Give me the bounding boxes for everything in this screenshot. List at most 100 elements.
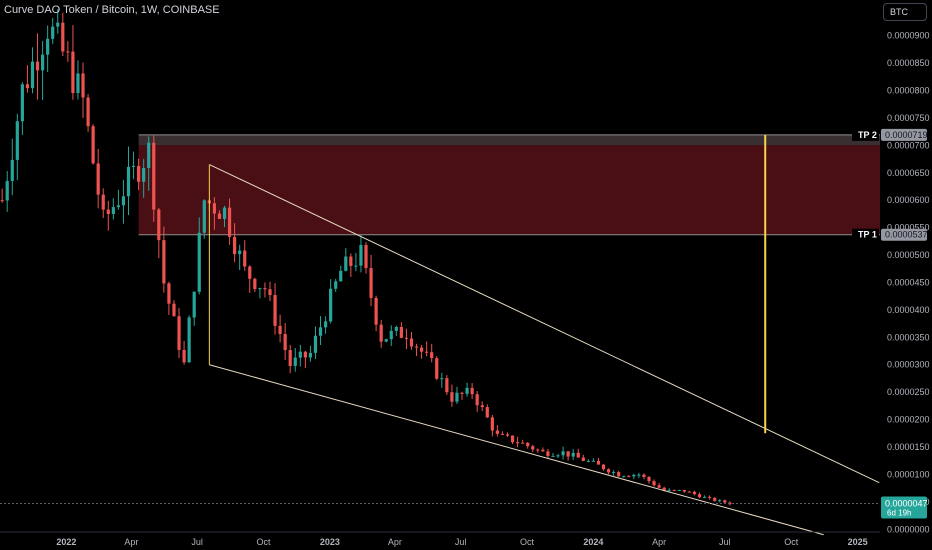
candle-body: [177, 316, 181, 350]
candle-body: [20, 84, 24, 122]
time-tick-label: 2022: [56, 537, 76, 547]
candle-body: [657, 485, 661, 488]
candle-body: [551, 455, 555, 457]
candle-body: [157, 209, 161, 241]
candle-body: [273, 295, 277, 326]
candle-body: [480, 405, 484, 408]
candle-body: [576, 452, 580, 458]
candle-body: [308, 352, 313, 358]
candle-body: [66, 51, 70, 53]
candles: [0, 9, 732, 506]
countdown-text: 6d 19h: [887, 508, 911, 517]
price-tick-label: 0.0000500: [887, 250, 930, 260]
tp1-label-bg: [852, 228, 879, 241]
candle-body: [323, 321, 328, 328]
candle-body: [718, 500, 722, 502]
candle-body: [566, 451, 570, 457]
current-price-tag: [881, 496, 927, 519]
candle-body: [192, 291, 196, 318]
candle-body: [96, 163, 100, 195]
candle-body: [536, 449, 540, 451]
candle-body: [56, 22, 60, 27]
candle-body: [495, 430, 499, 434]
candle-body: [313, 335, 318, 353]
candle-body: [637, 474, 641, 476]
time-tick-label: 2023: [320, 537, 340, 547]
price-tick-label: 0.0000650: [887, 168, 930, 178]
candle-body: [425, 351, 429, 353]
candle-body: [713, 497, 717, 501]
lower-trendline: [209, 364, 824, 536]
currency-button[interactable]: BTC: [883, 3, 927, 21]
candle-body: [222, 207, 227, 219]
candle-body: [101, 194, 105, 210]
candle-body: [152, 142, 156, 210]
candle-body: [516, 442, 520, 444]
candle-body: [212, 203, 217, 214]
candle-body: [379, 324, 383, 342]
candle-body: [0, 200, 4, 202]
candle-body: [182, 349, 186, 363]
candle-body: [86, 97, 90, 127]
price-tick-label: 0.0000000: [887, 524, 930, 534]
time-tick-label: Apr: [388, 537, 402, 547]
candle-body: [238, 250, 242, 255]
candle-body: [521, 442, 525, 444]
price-tick-label: 0.0000850: [887, 58, 930, 68]
candle-body: [404, 337, 409, 339]
time-tick-label: Jul: [191, 537, 203, 547]
candle-body: [596, 460, 601, 465]
candle-body: [455, 392, 459, 402]
candle-body: [162, 240, 166, 284]
candle-body: [344, 256, 348, 271]
candle-body: [581, 457, 585, 461]
candle-body: [702, 496, 707, 498]
tp1-price-tag: [881, 228, 927, 241]
candle-body: [318, 327, 323, 336]
price-tick-label: 0.0000150: [887, 442, 930, 452]
candle-body: [116, 205, 120, 208]
candle-body: [384, 339, 388, 342]
candle-body: [359, 244, 363, 266]
candle-body: [329, 288, 333, 322]
candle-body: [627, 476, 631, 478]
zone-upper-band: [138, 134, 880, 146]
candle-body: [268, 289, 272, 296]
candle-body: [500, 433, 505, 435]
time-tick-label: Oct: [520, 537, 535, 547]
candle-body: [556, 455, 560, 457]
time-axis[interactable]: 2022 Apr Jul Oct 2023 Apr Jul Oct 2024 Apr Jul Oct 2…: [56, 537, 867, 547]
candle-body: [409, 338, 414, 347]
zone-main-band: [138, 145, 880, 235]
drawings: [208, 134, 880, 536]
candle-body: [672, 489, 676, 491]
candle-body: [632, 474, 636, 477]
candle-body: [642, 474, 646, 477]
upper-trendline: [209, 164, 880, 484]
candle-body: [723, 500, 727, 503]
candle-body: [399, 326, 403, 338]
candle-body: [435, 358, 439, 379]
time-tick-label: 2024: [583, 537, 603, 547]
candle-body: [445, 378, 449, 393]
candle-body: [217, 213, 222, 219]
candle-body: [349, 256, 353, 266]
candle-body: [197, 232, 201, 292]
candle-body: [5, 180, 9, 201]
candle-body: [652, 481, 656, 486]
time-tick-label: Apr: [124, 537, 138, 547]
candle-body: [667, 489, 671, 491]
candle-body: [137, 165, 141, 182]
candle-body: [298, 351, 302, 358]
candle-body: [601, 464, 606, 470]
candle-body: [253, 278, 257, 290]
candle-body: [339, 270, 343, 282]
candle-body: [25, 84, 30, 89]
candle-body: [510, 435, 515, 443]
candle-body: [682, 489, 686, 492]
candle-body: [419, 347, 424, 352]
price-tick-label: 0.0000350: [887, 332, 930, 342]
candle-body: [440, 378, 444, 380]
candle-body: [51, 26, 55, 39]
